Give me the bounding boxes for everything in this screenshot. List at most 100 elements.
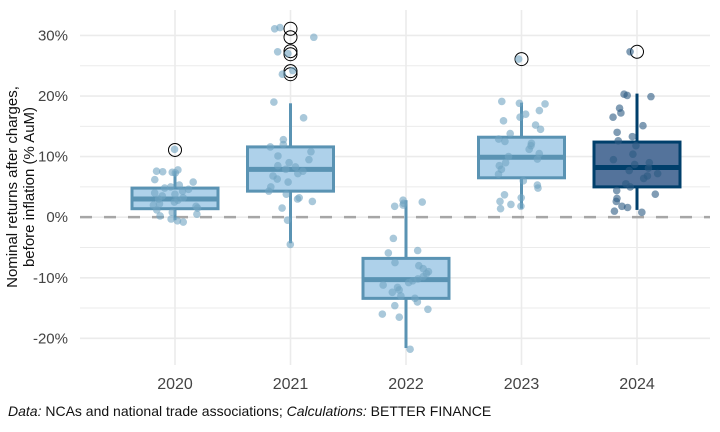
data-point bbox=[610, 207, 619, 215]
data-point bbox=[173, 217, 182, 225]
data-point bbox=[189, 178, 197, 186]
data-point bbox=[630, 160, 639, 169]
data-point bbox=[274, 161, 282, 170]
data-point bbox=[500, 190, 509, 199]
data-point bbox=[514, 55, 523, 63]
data-point bbox=[424, 305, 432, 314]
data-point bbox=[638, 208, 646, 217]
data-point bbox=[494, 135, 503, 143]
data-point bbox=[179, 218, 188, 226]
data-point bbox=[531, 121, 540, 129]
data-point bbox=[653, 169, 662, 178]
data-point bbox=[155, 200, 164, 208]
data-point bbox=[501, 158, 510, 167]
data-point bbox=[651, 190, 660, 198]
data-point bbox=[639, 174, 648, 183]
outlier-marker bbox=[283, 30, 298, 45]
data-point bbox=[193, 204, 202, 212]
data-point bbox=[171, 169, 180, 177]
data-point bbox=[397, 292, 405, 300]
data-point bbox=[378, 310, 387, 318]
data-point bbox=[496, 197, 504, 206]
data-point bbox=[629, 150, 637, 158]
data-point bbox=[639, 121, 647, 130]
data-point bbox=[525, 145, 533, 154]
data-point bbox=[534, 184, 542, 192]
y-axis-title: Nominal returns after charges,before inf… bbox=[4, 86, 38, 288]
y-tick-label: -20% bbox=[33, 330, 68, 347]
outlier-marker bbox=[283, 47, 298, 62]
data-point bbox=[264, 187, 273, 195]
data-point bbox=[193, 210, 201, 218]
data-point bbox=[273, 48, 282, 56]
data-point bbox=[286, 240, 295, 249]
data-point bbox=[504, 152, 513, 161]
y-tick-label: -10% bbox=[33, 270, 68, 287]
data-point bbox=[167, 215, 175, 223]
data-point bbox=[288, 66, 297, 75]
data-point bbox=[404, 278, 413, 287]
data-point bbox=[515, 99, 524, 108]
data-point bbox=[623, 91, 632, 100]
y-axis-title-line: Nominal returns after charges, bbox=[4, 86, 21, 288]
data-point bbox=[283, 216, 292, 225]
data-point bbox=[273, 175, 282, 183]
data-point bbox=[390, 202, 399, 211]
data-point bbox=[536, 125, 545, 134]
data-point bbox=[168, 208, 177, 217]
data-point bbox=[279, 140, 288, 149]
data-point bbox=[175, 181, 184, 189]
data-point bbox=[612, 186, 621, 195]
data-point bbox=[626, 183, 635, 191]
x-tick-label: 2020 bbox=[157, 376, 193, 393]
data-point bbox=[294, 169, 302, 178]
data-point bbox=[617, 109, 625, 117]
data-point bbox=[160, 184, 169, 192]
data-point bbox=[499, 117, 508, 125]
data-point bbox=[533, 155, 542, 163]
data-point bbox=[535, 106, 544, 115]
data-point bbox=[293, 195, 302, 203]
y-tick-label: 20% bbox=[38, 88, 68, 105]
data-point bbox=[494, 170, 503, 178]
x-tick-label: 2022 bbox=[388, 376, 424, 393]
data-point bbox=[281, 165, 290, 174]
data-point bbox=[517, 193, 526, 202]
y-tick-label: 0% bbox=[46, 209, 68, 226]
data-point bbox=[285, 158, 293, 167]
data-point bbox=[379, 281, 387, 289]
data-point bbox=[310, 33, 318, 42]
data-point bbox=[158, 167, 167, 176]
data-point bbox=[299, 114, 308, 122]
y-axis-title-line: before inflation (% AuM) bbox=[21, 107, 38, 267]
data-point bbox=[507, 200, 515, 209]
data-point bbox=[612, 197, 621, 206]
data-point bbox=[284, 178, 292, 186]
data-point bbox=[413, 298, 422, 306]
x-tick-label: 2021 bbox=[273, 376, 309, 393]
data-point bbox=[284, 49, 292, 58]
data-point bbox=[150, 189, 159, 197]
data-point bbox=[519, 177, 528, 185]
data-point bbox=[501, 137, 509, 146]
data-point bbox=[516, 113, 524, 122]
data-point bbox=[270, 98, 278, 106]
data-point bbox=[506, 129, 514, 138]
data-point bbox=[609, 155, 618, 164]
data-point bbox=[171, 190, 179, 198]
data-point bbox=[305, 155, 313, 164]
data-point bbox=[618, 202, 626, 211]
y-tick-label: 30% bbox=[38, 27, 68, 44]
data-point bbox=[418, 198, 427, 206]
data-point bbox=[384, 249, 393, 257]
data-point bbox=[166, 183, 175, 191]
x-tick-label: 2023 bbox=[504, 376, 540, 393]
caption-calc-label: Calculations: bbox=[286, 403, 367, 419]
data-point bbox=[395, 313, 404, 321]
data-point bbox=[278, 204, 286, 212]
data-point bbox=[184, 185, 193, 194]
data-point bbox=[291, 163, 300, 171]
data-point bbox=[609, 113, 617, 122]
data-point bbox=[521, 110, 530, 118]
